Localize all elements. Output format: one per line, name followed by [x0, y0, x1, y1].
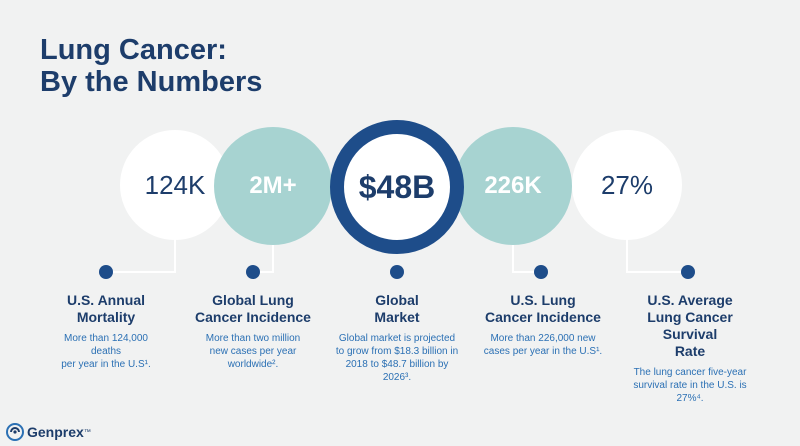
stat-heading: U.S. Annual Mortality	[66, 292, 146, 325]
stat-circle-mortality: 124K	[120, 130, 230, 240]
connector-1	[106, 240, 176, 273]
stat-value: 124K	[144, 169, 206, 200]
stat-circle-us-incidence: 226K	[454, 127, 572, 245]
stat-description: More than 226,000 new cases per year in t…	[483, 333, 603, 357]
logo-trademark: ™	[83, 428, 91, 436]
stat-column-survival-rate: U.S. Average Lung Cancer Survival Rate The…	[622, 292, 758, 405]
title-line-2: By the Numbers	[40, 66, 263, 98]
stat-column-global-incidence: Global Lung Cancer Incidence More than tw…	[190, 292, 316, 371]
genprex-logo-icon	[6, 423, 24, 441]
stat-description: More than two million new cases per year w…	[205, 333, 301, 370]
connector-5	[626, 240, 688, 273]
genprex-logo: Genprex ™	[6, 423, 91, 441]
dot-1	[99, 265, 113, 279]
connector-4	[512, 245, 541, 273]
stat-value: $48B	[358, 168, 436, 205]
page-title: Lung Cancer: By the Numbers	[40, 34, 262, 98]
stat-heading: Global Market	[374, 292, 420, 325]
stat-column-mortality: U.S. Annual Mortality More than 124,000 de…	[46, 292, 166, 371]
title-line-1: Lung Cancer:	[40, 34, 227, 66]
dot-3	[390, 265, 404, 279]
stat-circle-survival-rate: 27%	[572, 130, 682, 240]
dot-4	[534, 265, 548, 279]
stat-value: 226K	[484, 172, 542, 199]
stat-heading: U.S. Lung Cancer Incidence	[485, 292, 601, 325]
stat-heading: U.S. Average Lung Cancer Survival Rate	[647, 292, 733, 359]
stat-value: 2M+	[249, 172, 297, 199]
stat-column-global-market: Global Market Global market is projected t…	[330, 292, 464, 384]
dot-2	[246, 265, 260, 279]
stat-circle-global-incidence: 2M+	[214, 127, 332, 245]
stat-circle-global-market: $48B	[330, 120, 464, 254]
logo-wordmark: Genprex	[27, 424, 84, 440]
stat-heading: Global Lung Cancer Incidence	[195, 292, 311, 325]
stat-description: More than 124,000 deaths per year in the U…	[61, 333, 151, 370]
stat-description: The lung cancer five-year survival rate i…	[633, 367, 747, 404]
dot-5	[681, 265, 695, 279]
stat-column-us-incidence: U.S. Lung Cancer Incidence More than 226,…	[478, 292, 608, 358]
stat-description: Global market is projected to grow from $…	[335, 333, 459, 383]
stat-value: 27%	[600, 169, 654, 200]
